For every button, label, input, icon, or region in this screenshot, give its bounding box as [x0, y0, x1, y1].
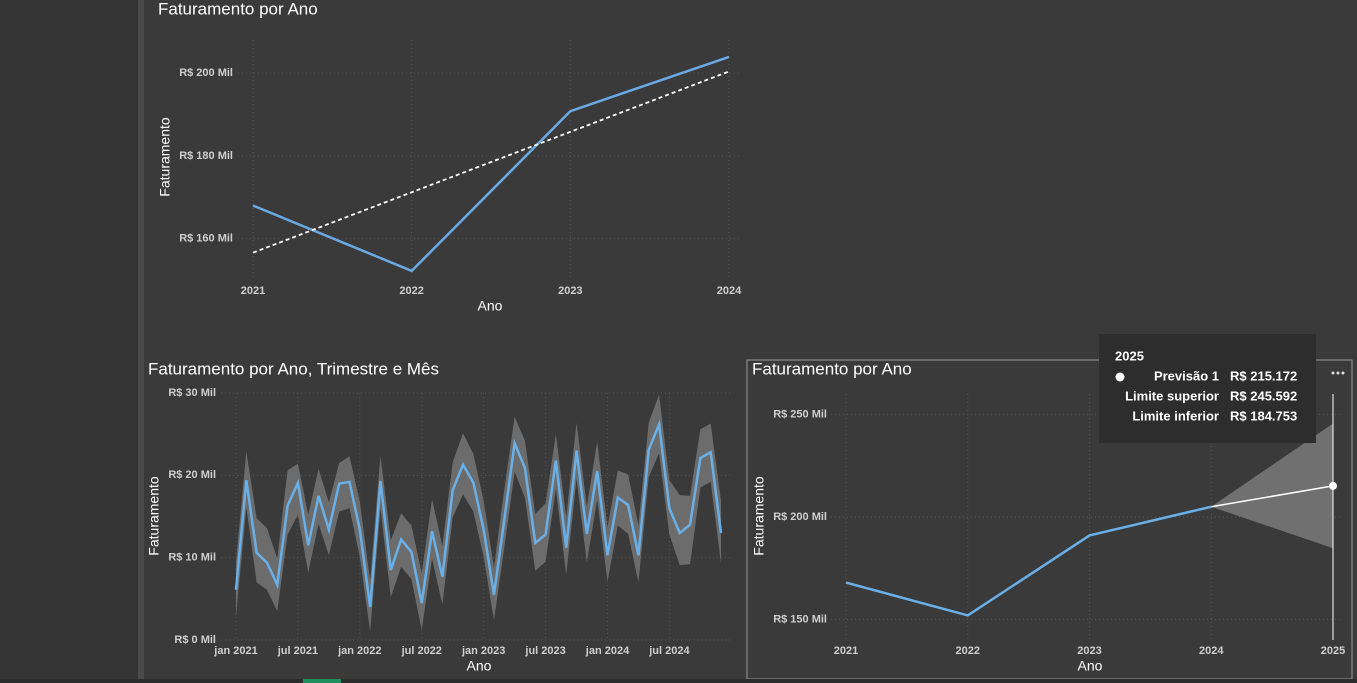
y-tick-label: R$ 250 Mil: [773, 408, 827, 420]
x-tick-label: jan 2023: [461, 645, 505, 657]
chart-title: Faturamento por Ano: [752, 359, 912, 378]
x-tick-label: 2023: [558, 285, 582, 297]
x-axis-title: Ano: [1078, 658, 1103, 674]
values-line: [234, 419, 723, 608]
tooltip-value: R$ 215.172: [1230, 368, 1297, 383]
tooltip-box: [1099, 334, 1316, 443]
x-tick-label: jan 2022: [337, 645, 381, 657]
tooltip-value: R$ 184.753: [1230, 408, 1297, 423]
x-axis-title: Ano: [467, 658, 492, 674]
forecast-line: [1211, 485, 1334, 508]
x-tick-label: 2024: [717, 285, 742, 297]
x-axis-title: Ano: [478, 298, 503, 314]
y-tick-label: R$ 10 Mil: [168, 552, 216, 564]
values-line: [252, 55, 730, 273]
tooltip-dot: [1115, 372, 1125, 382]
chart-title: Faturamento por Ano, Trimestre e Mês: [148, 359, 439, 378]
y-tick-label: R$ 30 Mil: [168, 387, 216, 399]
y-tick-label: R$ 200 Mil: [179, 67, 233, 79]
tooltip-label: Previsão 1: [1154, 368, 1219, 383]
x-tick-label: jul 2023: [524, 645, 565, 657]
chart-title: Faturamento por Ano: [158, 0, 318, 18]
tooltip-label: Limite superior: [1125, 388, 1219, 403]
y-axis-title: Faturamento: [157, 117, 173, 197]
x-tick-label: jul 2024: [648, 645, 690, 657]
divider: [138, 0, 144, 683]
forecast-point: [1329, 481, 1337, 490]
confidence-band: [236, 394, 721, 632]
x-tick-label: 2024: [1199, 645, 1224, 657]
x-tick-label: 2023: [1077, 645, 1101, 657]
x-tick-label: 2021: [241, 285, 265, 297]
x-tick-label: jul 2021: [277, 645, 318, 657]
x-tick-label: jan 2021: [213, 645, 257, 657]
x-tick-label: jul 2022: [401, 645, 442, 657]
tooltip-value: R$ 245.592: [1230, 388, 1297, 403]
y-axis-title: Faturamento: [751, 476, 767, 556]
y-tick-label: R$ 150 Mil: [773, 613, 827, 625]
tooltip: 2025 Previsão 1 R$ 215.172 Limite superior R…: [1099, 334, 1316, 443]
page-tab[interactable]: [303, 679, 341, 683]
y-tick-label: R$ 20 Mil: [168, 469, 216, 481]
values-line: [845, 505, 1212, 617]
forecast-band: [1211, 423, 1333, 549]
y-tick-label: R$ 0 Mil: [174, 634, 216, 646]
sidebar: [0, 0, 140, 683]
x-tick-label: 2022: [399, 285, 423, 297]
y-axis-title: Faturamento: [146, 476, 162, 556]
trend-line: [252, 70, 730, 254]
tooltip-label: Limite inferior: [1132, 408, 1219, 423]
x-tick-label: 2022: [956, 645, 980, 657]
tooltip-title: 2025: [1115, 348, 1144, 363]
y-tick-label: R$ 160 Mil: [179, 233, 233, 245]
more-icon[interactable]: [1331, 371, 1345, 375]
x-tick-label: 2021: [834, 645, 858, 657]
y-tick-label: R$ 200 Mil: [773, 511, 827, 523]
x-tick-label: jan 2024: [585, 645, 630, 657]
y-tick-label: R$ 180 Mil: [179, 150, 233, 162]
x-tick-label: 2025: [1321, 645, 1345, 657]
footer: [0, 679, 1357, 683]
